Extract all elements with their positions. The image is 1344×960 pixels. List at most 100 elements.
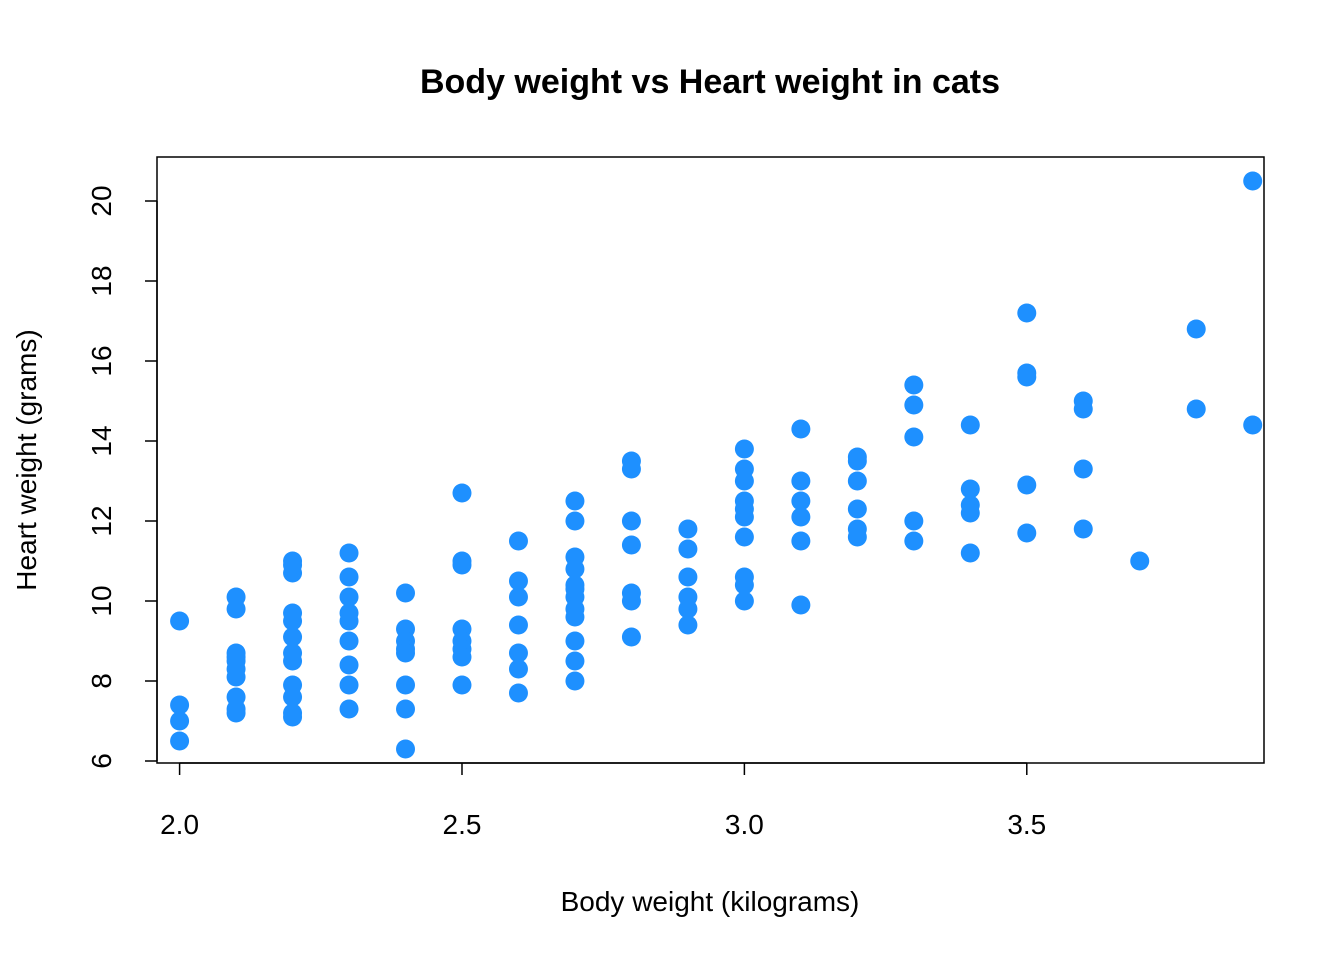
data-point (452, 675, 472, 695)
y-tick-label: 10 (86, 585, 117, 616)
data-point (283, 687, 303, 707)
data-point (734, 439, 754, 459)
data-point (1017, 475, 1037, 495)
y-tick-label: 12 (86, 505, 117, 536)
data-point (904, 531, 924, 551)
data-point (283, 707, 303, 727)
data-point (339, 543, 359, 563)
data-point (791, 507, 811, 527)
data-point (904, 427, 924, 447)
data-point (565, 491, 585, 511)
data-point (565, 671, 585, 691)
data-point (565, 559, 585, 579)
data-point (452, 555, 472, 575)
data-point (396, 739, 416, 759)
data-point (791, 471, 811, 491)
data-point (226, 667, 246, 687)
data-point (904, 511, 924, 531)
y-tick-label: 14 (86, 425, 117, 456)
x-tick-label: 3.0 (725, 809, 764, 840)
plot-frame (156, 156, 1265, 764)
data-point (904, 375, 924, 395)
data-point (283, 555, 303, 575)
x-tick-label: 3.5 (1007, 809, 1046, 840)
data-point (1073, 519, 1093, 539)
data-point (283, 651, 303, 671)
y-tick-label: 6 (86, 753, 117, 769)
data-point (508, 683, 528, 703)
x-tick-label: 2.0 (160, 809, 199, 840)
data-point (565, 511, 585, 531)
data-point (1186, 319, 1206, 339)
data-point (791, 491, 811, 511)
data-point (339, 587, 359, 607)
data-point (339, 611, 359, 631)
data-point (283, 627, 303, 647)
data-point (1017, 303, 1037, 323)
x-axis-label: Body weight (kilograms) (561, 886, 860, 917)
data-point (565, 651, 585, 671)
data-point (452, 647, 472, 667)
data-point (508, 571, 528, 591)
data-point (508, 659, 528, 679)
data-point (960, 479, 980, 499)
data-point (678, 539, 698, 559)
data-point (565, 579, 585, 599)
data-point (508, 615, 528, 635)
data-point (960, 503, 980, 523)
data-point (621, 535, 641, 555)
data-point (678, 615, 698, 635)
data-point (508, 531, 528, 551)
data-point (1130, 551, 1150, 571)
data-point (396, 699, 416, 719)
y-axis: 6 8 10 12 14 16 18 20 (86, 185, 158, 769)
data-point (847, 451, 867, 471)
data-point (734, 527, 754, 547)
data-point (621, 627, 641, 647)
data-point (1073, 399, 1093, 419)
data-point (904, 395, 924, 415)
data-point (339, 675, 359, 695)
data-point (734, 471, 754, 491)
y-axis-label: Heart weight (grams) (11, 329, 42, 590)
data-point (734, 507, 754, 527)
data-point (396, 675, 416, 695)
data-point (508, 587, 528, 607)
data-point (339, 567, 359, 587)
data-point (1243, 171, 1263, 191)
data-point (960, 543, 980, 563)
data-point (847, 527, 867, 547)
data-point (1017, 523, 1037, 543)
data-point (1017, 367, 1037, 387)
data-point (226, 647, 246, 667)
data-point (170, 711, 190, 731)
data-point (791, 531, 811, 551)
data-point (226, 599, 246, 619)
x-axis: 2.0 2.5 3.0 3.5 (160, 762, 1046, 840)
y-tick-label: 20 (86, 185, 117, 216)
data-point (565, 631, 585, 651)
data-point (621, 511, 641, 531)
data-point (226, 703, 246, 723)
data-point (678, 567, 698, 587)
data-point (847, 471, 867, 491)
data-point (339, 631, 359, 651)
data-point (565, 607, 585, 627)
data-point (1243, 415, 1263, 435)
x-tick-label: 2.5 (443, 809, 482, 840)
data-point (1073, 459, 1093, 479)
data-point (396, 643, 416, 663)
data-point (734, 591, 754, 611)
data-point (621, 459, 641, 479)
data-point (170, 731, 190, 751)
data-point (734, 575, 754, 595)
y-tick-label: 8 (86, 673, 117, 689)
data-point (283, 611, 303, 631)
data-point (1186, 399, 1206, 419)
data-point (508, 643, 528, 663)
data-point (339, 655, 359, 675)
data-point (621, 591, 641, 611)
data-points (170, 171, 1263, 759)
y-tick-label: 16 (86, 345, 117, 376)
